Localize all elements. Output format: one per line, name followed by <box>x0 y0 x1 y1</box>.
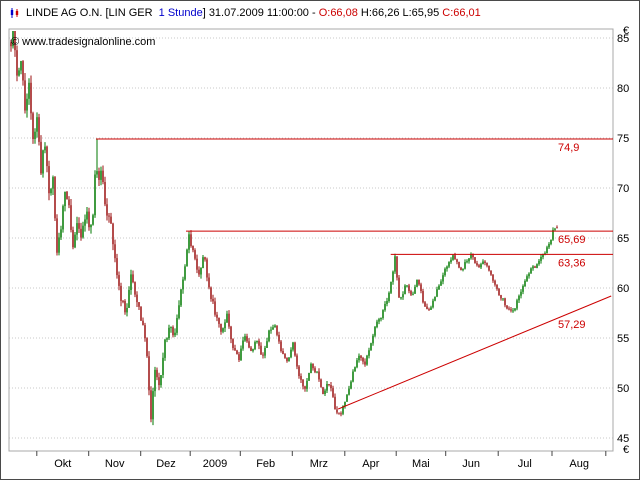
candles-series <box>10 31 558 426</box>
svg-text:60: 60 <box>617 283 629 295</box>
candlestick-chart-icon <box>10 8 19 18</box>
svg-text:50: 50 <box>617 383 629 395</box>
low-quote: L:65,95 <box>402 7 443 19</box>
resistance-line: 63,36 <box>390 253 613 269</box>
trendline-label: 57,29 <box>558 319 586 331</box>
interval-label: 1 Stunde <box>158 7 203 19</box>
svg-text:Jul: Jul <box>518 458 532 470</box>
level-label: 63,36 <box>558 257 586 269</box>
y-gridlines <box>9 37 613 439</box>
svg-text:Aug: Aug <box>569 458 589 470</box>
currency-symbol-bottom: € <box>623 444 629 456</box>
resistance-line: 65,69 <box>186 230 613 246</box>
plot-border <box>8 28 614 452</box>
svg-text:Mrz: Mrz <box>310 458 328 470</box>
svg-text:80: 80 <box>617 83 629 95</box>
svg-text:65: 65 <box>617 233 629 245</box>
svg-text:Feb: Feb <box>256 458 275 470</box>
svg-text:45: 45 <box>617 433 629 445</box>
svg-text:2009: 2009 <box>203 458 227 470</box>
svg-text:Nov: Nov <box>105 458 125 470</box>
resistance-line: 74,9 <box>96 138 613 154</box>
svg-text:75: 75 <box>617 133 629 145</box>
instrument-name: LINDE AG O.N. [LIN GER <box>26 7 159 19</box>
x-axis-labels: Okt Nov Dez 2009 Feb Mrz Apr Mai Jun Jul Aug <box>54 458 589 470</box>
svg-text:Dez: Dez <box>156 458 176 470</box>
svg-text:Jun: Jun <box>462 458 480 470</box>
svg-text:Apr: Apr <box>362 458 379 470</box>
svg-text:Mai: Mai <box>412 458 430 470</box>
watermark: © www.tradesignalonline.com <box>11 36 156 48</box>
svg-text:85: 85 <box>617 33 629 45</box>
open-quote: O:66,08 <box>318 7 361 19</box>
svg-text:70: 70 <box>617 183 629 195</box>
level-label: 74,9 <box>558 142 579 154</box>
close-quote: C:66,01 <box>442 7 481 19</box>
svg-text:Okt: Okt <box>54 458 71 470</box>
high-quote: H:66,26 <box>360 7 403 19</box>
x-axis-ticks <box>36 451 607 456</box>
level-label: 65,69 <box>558 234 586 246</box>
datetime-label: ] 31.07.2009 11:00:00 - <box>202 7 319 19</box>
trendline-support: 57,29 <box>338 295 612 410</box>
chart-header: LINDE AG O.N. [LIN GER 1 Stunde ] 31.07.… <box>9 6 481 20</box>
currency-symbol-top: € <box>623 25 629 37</box>
svg-text:55: 55 <box>617 333 629 345</box>
